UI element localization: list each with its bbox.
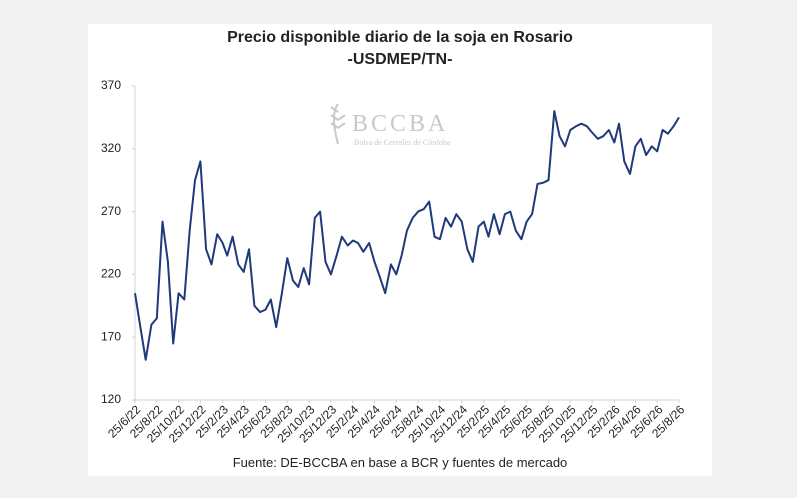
y-tick-label: 270 bbox=[101, 204, 121, 218]
chart-subtitle: -USDMEP/TN- bbox=[348, 51, 453, 68]
watermark-text: BCCBA bbox=[352, 111, 448, 137]
chart-card bbox=[88, 24, 712, 476]
watermark-icon bbox=[330, 103, 346, 145]
y-tick-label: 120 bbox=[101, 392, 121, 406]
watermark: BCCBA Bolsa de Cereales de Córdoba bbox=[330, 103, 451, 147]
y-tick-label: 170 bbox=[101, 329, 121, 343]
source-note: Fuente: DE-BCCBA en base a BCR y fuentes… bbox=[233, 455, 568, 470]
y-tick-label: 320 bbox=[101, 141, 121, 155]
y-tick-label: 370 bbox=[101, 78, 121, 92]
chart-title: Precio disponible diario de la soja en R… bbox=[227, 29, 573, 46]
price-line bbox=[134, 110, 680, 361]
watermark-subtitle: Bolsa de Cereales de Córdoba bbox=[354, 138, 451, 147]
y-tick-label: 220 bbox=[101, 267, 121, 281]
